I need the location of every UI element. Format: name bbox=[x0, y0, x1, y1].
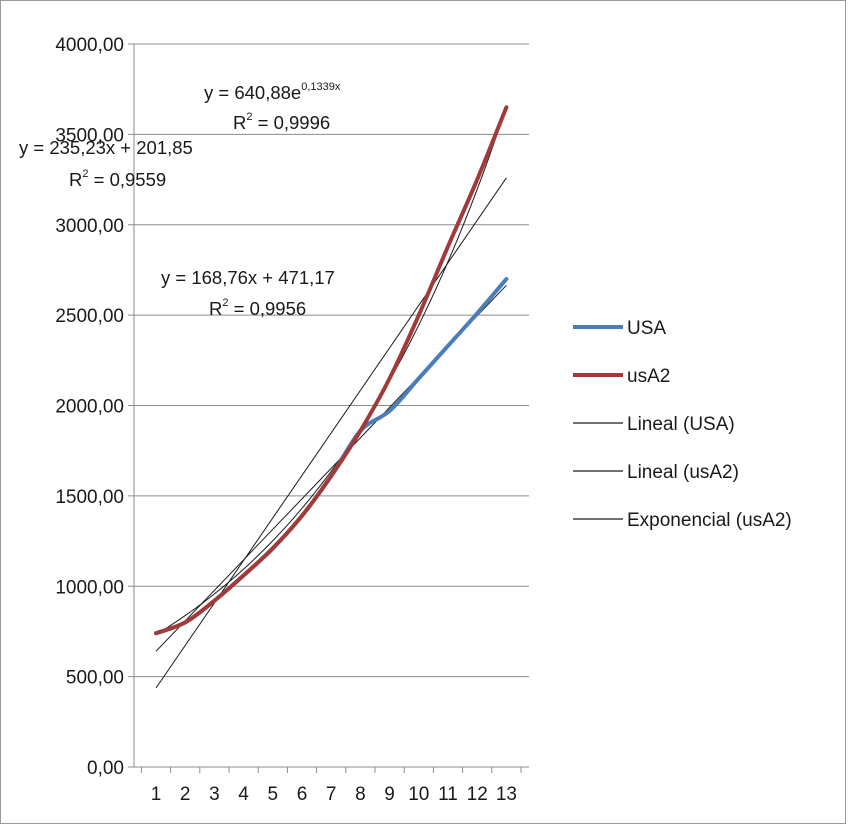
y-tick-label: 4000,00 bbox=[55, 35, 124, 56]
grid-lines bbox=[134, 43, 529, 678]
x-tick-label: 10 bbox=[408, 784, 429, 805]
lin1-r2-label: R bbox=[209, 298, 222, 319]
exp-equation-text: y = 640,88e0,1339x bbox=[204, 81, 341, 103]
legend-label: Lineal (usA2) bbox=[627, 462, 739, 483]
y-tick-label: 3500,00 bbox=[55, 125, 124, 146]
legend-label: usA2 bbox=[627, 366, 670, 387]
lin1-equation-text: y = 168,76x + 471,17 bbox=[161, 267, 335, 288]
y-tick-labels: 0,00 500,00 1000,00 1500,00 2000,00 2500,00 30… bbox=[55, 35, 124, 779]
lin1-r2-text: R2 = 0,9956 bbox=[209, 297, 306, 319]
trendlines bbox=[155, 106, 507, 689]
x-tick-label: 3 bbox=[209, 784, 220, 805]
lin2-r2-text: R2 = 0,9559 bbox=[69, 168, 166, 190]
lin2-equation-annotation: y = 235,23x + 201,85 R2 = 0,9559 bbox=[19, 137, 193, 190]
legend-label: USA bbox=[627, 318, 666, 339]
lin1-r2-sup: 2 bbox=[222, 297, 228, 309]
x-tick-label: 13 bbox=[496, 784, 517, 805]
lin1-equation-annotation: y = 168,76x + 471,17 R2 = 0,9956 bbox=[161, 267, 335, 319]
y-tick-label: 1500,00 bbox=[55, 487, 124, 508]
x-tick-label: 5 bbox=[268, 784, 279, 805]
x-tick-labels: 1 2 3 4 5 6 7 8 9 10 11 12 13 bbox=[151, 784, 517, 805]
exp-r2-value: = 0,9996 bbox=[253, 112, 331, 133]
legend: USA usA2 Lineal (USA) Lineal (usA2) Exponenc… bbox=[573, 318, 792, 531]
exp-r2-label: R bbox=[233, 112, 246, 133]
exp-equation-base: y = 640,88e bbox=[204, 82, 301, 103]
x-tick-label: 1 bbox=[151, 784, 162, 805]
y-tick-label: 3000,00 bbox=[55, 216, 124, 237]
lin2-r2-label: R bbox=[69, 169, 82, 190]
lin1-r2-value: = 0,9956 bbox=[229, 298, 307, 319]
lin2-equation-text: y = 235,23x + 201,85 bbox=[19, 137, 193, 158]
x-tick-label: 7 bbox=[326, 784, 337, 805]
axes bbox=[128, 43, 529, 773]
y-tick-label: 2500,00 bbox=[55, 306, 124, 327]
x-tick-label: 6 bbox=[297, 784, 308, 805]
x-tick-label: 12 bbox=[467, 784, 488, 805]
x-tick-label: 9 bbox=[384, 784, 395, 805]
trendline-exponential bbox=[155, 106, 507, 635]
exp-equation-annotation: y = 640,88e0,1339x R2 = 0,9996 bbox=[204, 81, 341, 133]
exp-r2-text: R2 = 0,9996 bbox=[233, 111, 330, 133]
lin2-r2-value: = 0,9559 bbox=[89, 169, 167, 190]
y-tick-label: 2000,00 bbox=[55, 397, 124, 418]
x-tick-label: 2 bbox=[180, 784, 191, 805]
x-tick-label: 11 bbox=[438, 784, 458, 805]
trendline-linear bbox=[155, 177, 507, 689]
y-tick-label: 0,00 bbox=[87, 758, 124, 779]
data-series bbox=[154, 105, 509, 636]
x-tick-label: 4 bbox=[238, 784, 249, 805]
series-line-usa bbox=[154, 276, 509, 636]
y-tick-label: 500,00 bbox=[66, 668, 124, 689]
legend-label: Lineal (USA) bbox=[627, 414, 735, 435]
legend-label: Exponencial (usA2) bbox=[627, 510, 792, 531]
series-line-usa2 bbox=[154, 105, 509, 636]
x-tick-label: 8 bbox=[355, 784, 366, 805]
exp-r2-sup: 2 bbox=[246, 111, 252, 123]
exp-equation-exponent: 0,1339x bbox=[301, 81, 341, 93]
y-tick-label: 1000,00 bbox=[55, 577, 124, 598]
lin2-r2-sup: 2 bbox=[82, 168, 88, 180]
